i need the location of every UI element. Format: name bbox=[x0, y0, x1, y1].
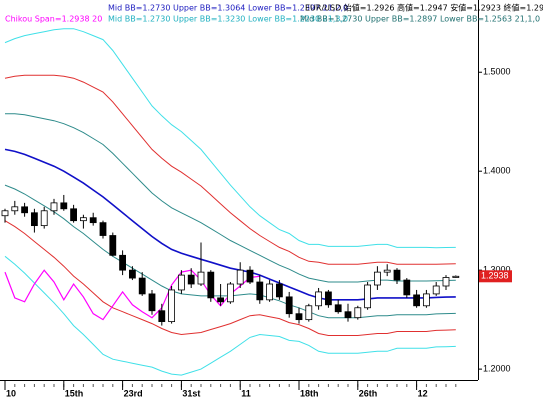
candle-body bbox=[275, 283, 283, 298]
y-tick-label: 1.3000 bbox=[483, 265, 511, 275]
plot-area bbox=[1, 28, 460, 376]
indicator-line bbox=[4, 74, 456, 265]
candle-body bbox=[403, 279, 411, 296]
indicator-legend: Mid BB=1.2730 Upper BB=1.3230 Lower BB=1… bbox=[108, 15, 348, 24]
candle-body bbox=[354, 307, 362, 319]
candle-body bbox=[109, 235, 117, 256]
candle-body bbox=[305, 305, 313, 321]
candle-body bbox=[364, 284, 372, 309]
y-tick-label: 1.4000 bbox=[483, 166, 511, 176]
last-price-box bbox=[479, 270, 512, 283]
indicator-legend: Mid BB=1.2730 Upper BB=1.2897 Lower BB=1… bbox=[300, 15, 540, 24]
indicator-legend: Chikou Span=1.2938 20 bbox=[5, 15, 102, 24]
y-tick-label: 1.2000 bbox=[483, 363, 511, 373]
indicator-legend: EUR/USD 始値=1.2926 高値=1.2947 安値=1.2923 終値… bbox=[305, 3, 543, 13]
candle-body bbox=[99, 222, 107, 236]
candle-body bbox=[207, 271, 215, 299]
x-tick-label: 15th bbox=[65, 388, 84, 398]
candle-body bbox=[226, 283, 234, 303]
candle-body bbox=[158, 310, 166, 323]
candle-body bbox=[373, 271, 381, 286]
x-tick-label: 12 bbox=[418, 388, 428, 398]
candle-body bbox=[128, 269, 136, 279]
candle-body bbox=[422, 293, 430, 307]
last-price-label: 1.2938 bbox=[481, 271, 509, 281]
indicator-line bbox=[4, 220, 456, 336]
x-tick-label: 23rd bbox=[124, 388, 143, 398]
candle-body bbox=[246, 269, 254, 283]
candle-body bbox=[452, 275, 460, 278]
indicator-line bbox=[4, 255, 456, 376]
x-tick-label: 26th bbox=[359, 388, 378, 398]
candle-body bbox=[80, 217, 87, 222]
candle-body bbox=[393, 269, 401, 281]
candle-body bbox=[442, 277, 450, 287]
candle-body bbox=[60, 202, 68, 210]
candle-body bbox=[1, 210, 9, 217]
candle-body bbox=[50, 202, 58, 212]
candle-body bbox=[236, 269, 244, 285]
candle-body bbox=[138, 277, 146, 295]
y-tick-label: 1.5000 bbox=[483, 67, 511, 77]
candle-body bbox=[285, 296, 293, 315]
candle-body bbox=[168, 289, 176, 323]
candle-body bbox=[89, 217, 97, 224]
candle-body bbox=[324, 291, 332, 306]
candle-body bbox=[295, 313, 303, 321]
candle-body bbox=[413, 294, 421, 307]
candle-body bbox=[315, 291, 323, 307]
candle-body bbox=[148, 293, 156, 312]
candle-body bbox=[70, 208, 77, 222]
candle-body bbox=[177, 274, 185, 291]
candle-body bbox=[383, 269, 391, 273]
x-tick-label: 18th bbox=[300, 388, 319, 398]
candle-body bbox=[432, 285, 440, 295]
candle-body bbox=[21, 206, 29, 214]
indicator-line bbox=[4, 28, 456, 249]
indicator-line bbox=[4, 148, 456, 301]
candle-body bbox=[344, 311, 352, 319]
candle-body bbox=[40, 210, 48, 227]
candle-body bbox=[11, 206, 19, 212]
x-tick-label: 10 bbox=[6, 388, 16, 398]
candle-body bbox=[197, 271, 205, 285]
candle-body bbox=[334, 304, 342, 313]
x-tick-label: 11 bbox=[241, 388, 251, 398]
candle-body bbox=[266, 283, 274, 301]
candle-body bbox=[187, 274, 195, 285]
candle-body bbox=[256, 281, 264, 301]
candle-body bbox=[119, 254, 126, 271]
candle-body bbox=[30, 212, 38, 227]
indicator-legend: Mid BB=1.2730 Upper BB=1.3064 Lower BB=1… bbox=[108, 4, 348, 13]
candle-body bbox=[217, 297, 225, 303]
x-tick-label: 31st bbox=[182, 388, 200, 398]
